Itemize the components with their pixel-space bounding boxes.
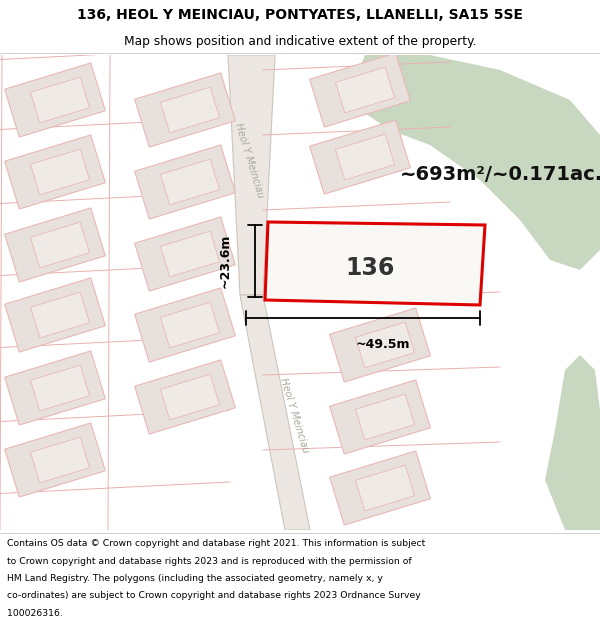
Polygon shape <box>335 67 395 113</box>
Text: Heol Y Meinciau: Heol Y Meinciau <box>233 121 265 199</box>
Polygon shape <box>134 73 235 147</box>
Text: ~49.5m: ~49.5m <box>356 338 410 351</box>
Text: Heol Y Meinciau: Heol Y Meinciau <box>278 376 310 454</box>
Polygon shape <box>5 278 106 352</box>
Polygon shape <box>355 322 415 368</box>
Text: 136, HEOL Y MEINCIAU, PONTYATES, LLANELLI, SA15 5SE: 136, HEOL Y MEINCIAU, PONTYATES, LLANELL… <box>77 8 523 22</box>
Text: ~693m²/~0.171ac.: ~693m²/~0.171ac. <box>400 166 600 184</box>
Polygon shape <box>310 120 410 194</box>
Polygon shape <box>31 437 89 483</box>
Text: Map shows position and indicative extent of the property.: Map shows position and indicative extent… <box>124 35 476 48</box>
Polygon shape <box>5 208 106 282</box>
Polygon shape <box>5 351 106 425</box>
Polygon shape <box>335 134 395 180</box>
Polygon shape <box>31 292 89 338</box>
Text: ~23.6m: ~23.6m <box>218 234 232 288</box>
Polygon shape <box>240 295 310 530</box>
Text: co-ordinates) are subject to Crown copyright and database rights 2023 Ordnance S: co-ordinates) are subject to Crown copyr… <box>7 591 421 601</box>
Polygon shape <box>228 55 275 295</box>
Polygon shape <box>134 217 235 291</box>
Polygon shape <box>355 55 600 270</box>
Polygon shape <box>31 149 89 195</box>
Text: to Crown copyright and database rights 2023 and is reproduced with the permissio: to Crown copyright and database rights 2… <box>7 557 412 566</box>
Polygon shape <box>5 135 106 209</box>
Polygon shape <box>5 423 106 497</box>
Polygon shape <box>31 365 89 411</box>
Polygon shape <box>329 451 430 525</box>
Polygon shape <box>355 465 415 511</box>
Polygon shape <box>160 374 220 420</box>
Polygon shape <box>31 77 89 123</box>
Polygon shape <box>134 288 235 362</box>
Polygon shape <box>545 355 600 530</box>
Polygon shape <box>134 145 235 219</box>
Text: 100026316.: 100026316. <box>7 609 63 618</box>
Polygon shape <box>160 231 220 277</box>
Polygon shape <box>355 394 415 440</box>
Text: 136: 136 <box>346 256 395 280</box>
Polygon shape <box>5 63 106 137</box>
Polygon shape <box>310 53 410 127</box>
Polygon shape <box>134 360 235 434</box>
Polygon shape <box>31 222 89 268</box>
Polygon shape <box>160 302 220 348</box>
Polygon shape <box>160 87 220 133</box>
Text: HM Land Registry. The polygons (including the associated geometry, namely x, y: HM Land Registry. The polygons (includin… <box>7 574 383 583</box>
Polygon shape <box>329 380 430 454</box>
Polygon shape <box>329 308 430 382</box>
Polygon shape <box>160 159 220 205</box>
Polygon shape <box>265 222 485 305</box>
Text: Contains OS data © Crown copyright and database right 2021. This information is : Contains OS data © Crown copyright and d… <box>7 539 425 549</box>
